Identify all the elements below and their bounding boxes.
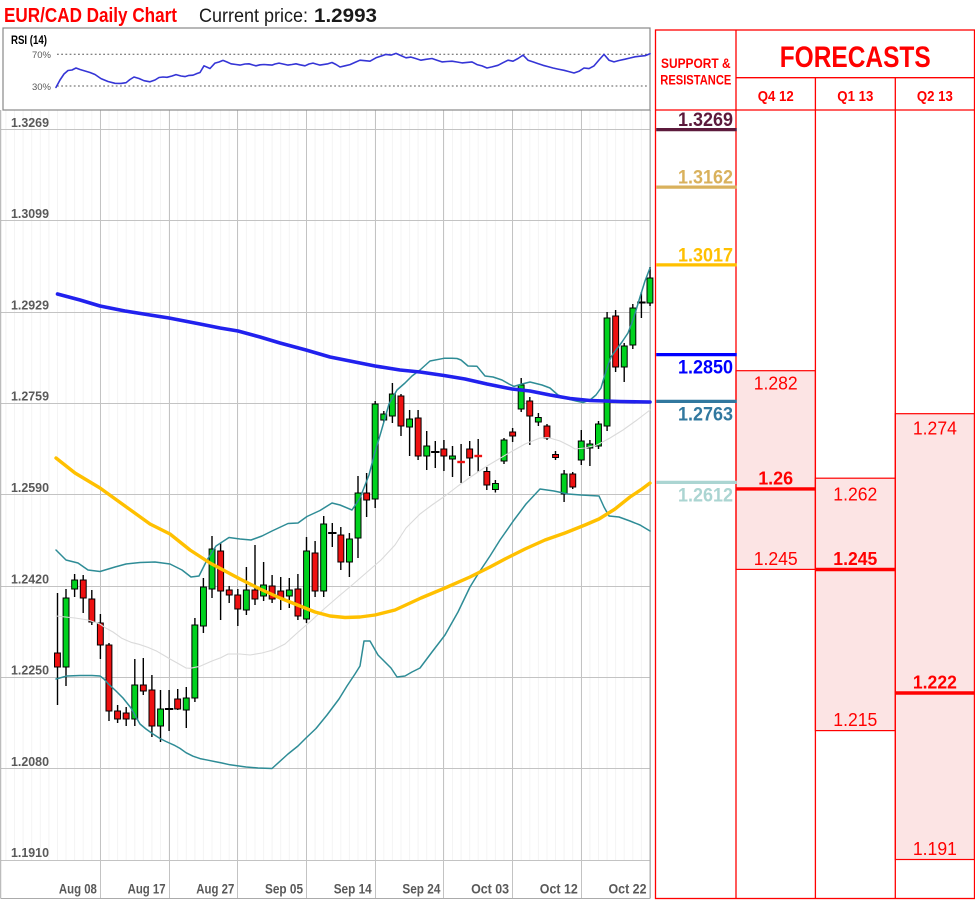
svg-text:1.2612: 1.2612 xyxy=(678,485,733,506)
svg-text:30%: 30% xyxy=(32,82,52,93)
svg-text:1.2590: 1.2590 xyxy=(11,481,49,495)
svg-text:1.1910: 1.1910 xyxy=(11,846,49,860)
svg-text:Aug 17: Aug 17 xyxy=(128,881,166,897)
svg-text:1.2763: 1.2763 xyxy=(678,404,733,425)
svg-text:Sep 05: Sep 05 xyxy=(265,881,303,897)
svg-text:1.245: 1.245 xyxy=(754,549,798,569)
svg-text:Sep 24: Sep 24 xyxy=(402,881,440,897)
svg-text:1.2850: 1.2850 xyxy=(678,358,733,379)
svg-text:1.3017: 1.3017 xyxy=(678,245,733,266)
svg-text:FORECASTS: FORECASTS xyxy=(780,41,931,74)
svg-text:1.215: 1.215 xyxy=(833,710,877,730)
svg-text:1.245: 1.245 xyxy=(833,549,877,569)
svg-text:Oct 12: Oct 12 xyxy=(540,881,578,897)
svg-text:Q4 12: Q4 12 xyxy=(758,88,794,105)
svg-text:1.274: 1.274 xyxy=(913,419,957,439)
svg-text:1.3099: 1.3099 xyxy=(11,207,49,221)
svg-text:RSI (14): RSI (14) xyxy=(11,33,47,47)
svg-text:1.3162: 1.3162 xyxy=(678,168,733,189)
svg-text:Oct 03: Oct 03 xyxy=(471,881,509,897)
svg-text:1.262: 1.262 xyxy=(833,485,877,505)
svg-text:1.2250: 1.2250 xyxy=(11,664,49,678)
svg-text:Sep 14: Sep 14 xyxy=(334,881,372,897)
svg-text:Q1 13: Q1 13 xyxy=(837,88,873,105)
svg-text:RESISTANCE: RESISTANCE xyxy=(660,73,731,88)
svg-text:70%: 70% xyxy=(32,50,52,61)
svg-text:Current price:: Current price: xyxy=(199,6,308,27)
svg-text:1.222: 1.222 xyxy=(913,673,957,693)
svg-text:1.2080: 1.2080 xyxy=(11,755,49,769)
svg-text:SUPPORT &: SUPPORT & xyxy=(661,56,731,71)
svg-text:1.2420: 1.2420 xyxy=(11,572,49,586)
svg-text:Aug 27: Aug 27 xyxy=(196,881,234,897)
svg-text:Oct 22: Oct 22 xyxy=(609,881,647,897)
svg-text:Q2 13: Q2 13 xyxy=(917,88,953,105)
svg-text:Aug 08: Aug 08 xyxy=(59,881,97,897)
svg-text:1.3269: 1.3269 xyxy=(11,116,49,130)
svg-text:1.3269: 1.3269 xyxy=(678,110,733,131)
svg-text:1.2993: 1.2993 xyxy=(314,6,377,27)
svg-text:1.191: 1.191 xyxy=(913,839,957,859)
svg-text:1.2759: 1.2759 xyxy=(11,390,49,404)
svg-text:1.2929: 1.2929 xyxy=(11,298,49,312)
svg-text:1.282: 1.282 xyxy=(754,374,798,394)
svg-text:1.26: 1.26 xyxy=(758,468,793,488)
svg-text:EUR/CAD Daily Chart: EUR/CAD Daily Chart xyxy=(4,5,177,27)
